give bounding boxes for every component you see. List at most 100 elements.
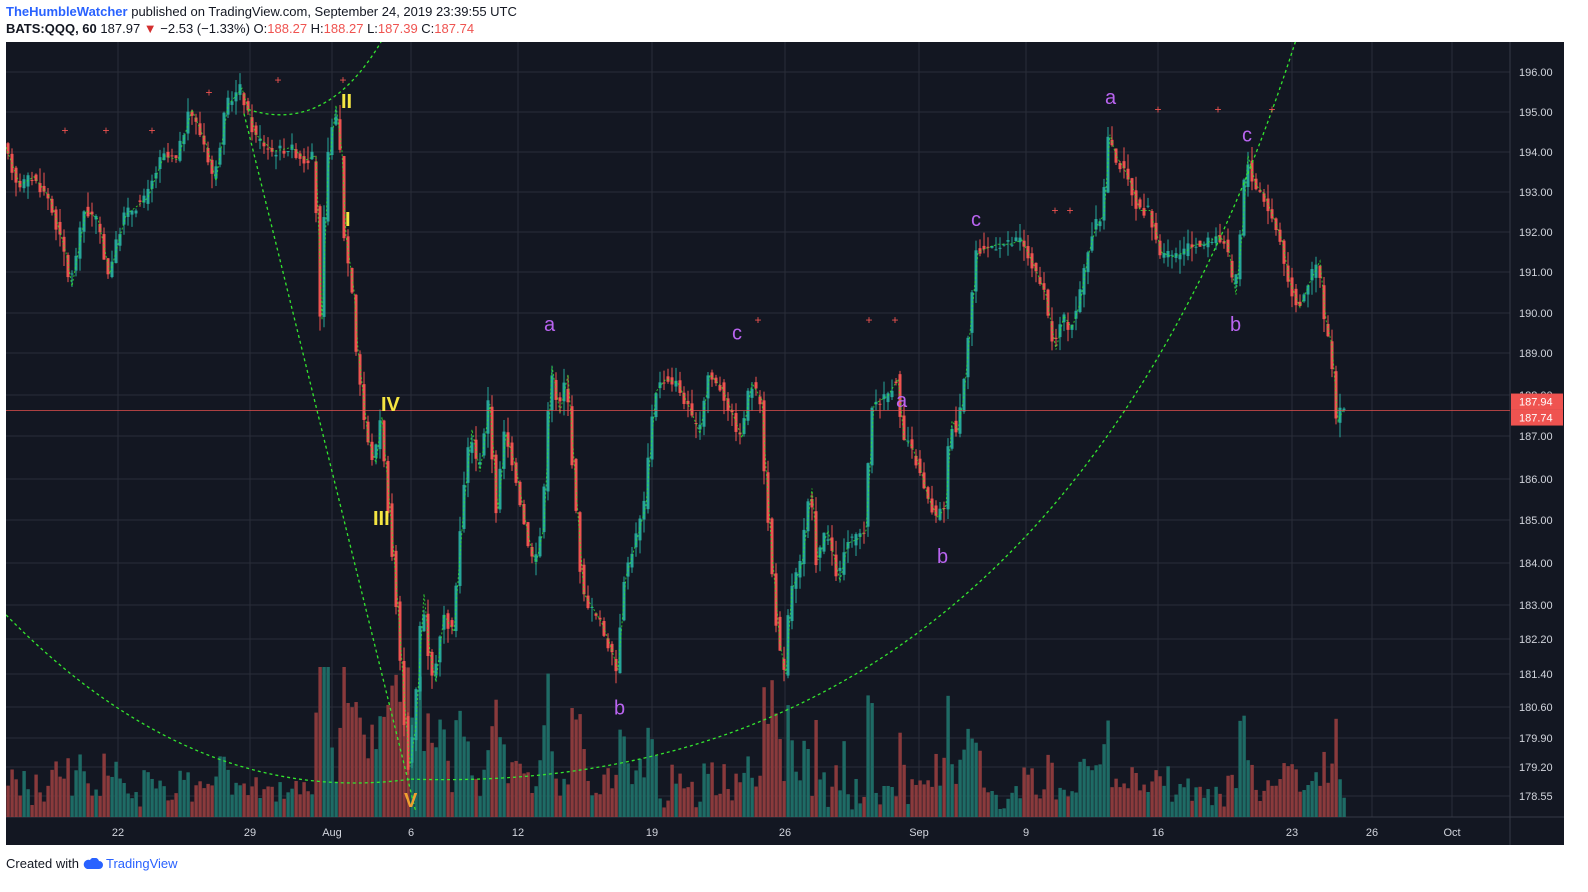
y-tick-label: 190.00 bbox=[1519, 308, 1553, 320]
volume-bar bbox=[386, 704, 390, 817]
price-chart[interactable]: 196.00 195.00 194.00 193.00 192.00 191.00 190.… bbox=[5, 33, 1564, 845]
volume-bar bbox=[1126, 788, 1130, 817]
signal-marker: + bbox=[1066, 203, 1073, 217]
signal-marker: + bbox=[102, 123, 109, 137]
volume-bar bbox=[1262, 790, 1266, 817]
candle-body bbox=[1242, 179, 1246, 236]
volume-bar bbox=[938, 785, 942, 817]
volume-bar bbox=[1266, 780, 1270, 817]
candle-body bbox=[242, 93, 246, 106]
volume-bar bbox=[1166, 766, 1170, 817]
volume-bar bbox=[226, 769, 230, 817]
candle-body bbox=[810, 499, 814, 508]
candle-body bbox=[222, 112, 226, 145]
candle-body bbox=[122, 212, 126, 225]
volume-bar bbox=[1114, 778, 1118, 817]
volume-bar bbox=[34, 774, 38, 817]
candle-body bbox=[454, 585, 458, 632]
volume-bar bbox=[174, 793, 178, 817]
volume-bar bbox=[1010, 792, 1014, 817]
candle-body bbox=[702, 400, 706, 427]
volume-bar bbox=[1242, 715, 1246, 817]
price-tag-label: 187.74 bbox=[1519, 413, 1553, 425]
candle-body bbox=[1034, 262, 1038, 272]
candle-body bbox=[1086, 252, 1090, 273]
candle-body bbox=[1142, 208, 1146, 216]
volume-bar bbox=[86, 783, 90, 817]
volume-bar bbox=[170, 799, 174, 817]
volume-bar bbox=[422, 751, 426, 817]
volume-bar bbox=[318, 667, 322, 817]
volume-bar bbox=[546, 673, 550, 817]
volume-bar bbox=[1258, 800, 1262, 817]
tradingview-logo[interactable]: TradingView bbox=[83, 856, 178, 871]
candle-body bbox=[230, 101, 234, 105]
volume-bar bbox=[286, 792, 290, 817]
volume-bar bbox=[1022, 767, 1026, 817]
x-tick-label: 29 bbox=[244, 827, 256, 839]
candle-body bbox=[250, 117, 254, 133]
volume-bar bbox=[1050, 762, 1054, 817]
candle-body bbox=[870, 407, 874, 466]
volume-bar bbox=[554, 778, 558, 817]
candle-body bbox=[1330, 341, 1334, 370]
candle-body bbox=[950, 428, 954, 449]
candle-body bbox=[726, 398, 730, 411]
candle-body bbox=[194, 117, 198, 122]
candle-body bbox=[1134, 190, 1138, 209]
wave-label: a bbox=[896, 390, 908, 412]
volume-bar bbox=[810, 795, 814, 817]
volume-bar bbox=[482, 769, 486, 817]
volume-bar bbox=[150, 778, 154, 817]
candle-body bbox=[626, 562, 630, 577]
signal-marker: + bbox=[148, 123, 155, 137]
volume-bar bbox=[722, 764, 726, 817]
candle-body bbox=[882, 394, 886, 400]
volume-bar bbox=[110, 776, 114, 817]
volume-bar bbox=[250, 786, 254, 817]
candle-body bbox=[1214, 236, 1218, 244]
volume-bar bbox=[922, 784, 926, 817]
volume-bar bbox=[982, 787, 986, 817]
wave-label: a bbox=[1105, 87, 1117, 109]
volume-bar bbox=[878, 804, 882, 817]
volume-bar bbox=[886, 785, 890, 817]
candle-body bbox=[1150, 211, 1154, 228]
volume-bar bbox=[106, 775, 110, 817]
candle-body bbox=[518, 481, 522, 506]
volume-bar bbox=[66, 758, 70, 817]
volume-bar bbox=[782, 781, 786, 817]
volume-bar bbox=[186, 772, 190, 817]
candle-body bbox=[970, 292, 974, 333]
candle-body bbox=[766, 472, 770, 523]
candle-body bbox=[1230, 260, 1234, 278]
candle-body bbox=[550, 375, 554, 411]
candle-body bbox=[1178, 254, 1182, 260]
candle-body bbox=[1306, 285, 1310, 295]
candle-body bbox=[1166, 251, 1170, 258]
candle-body bbox=[1018, 237, 1022, 243]
publish-line: TheHumbleWatcher published on TradingVie… bbox=[6, 4, 517, 19]
author-name[interactable]: TheHumbleWatcher bbox=[6, 4, 128, 19]
volume-bar bbox=[602, 774, 606, 817]
candle-body bbox=[1158, 240, 1162, 256]
volume-bar bbox=[346, 702, 350, 817]
volume-bar bbox=[622, 736, 626, 817]
candle-body bbox=[1206, 237, 1210, 248]
candle-body bbox=[342, 156, 346, 239]
volume-bar bbox=[590, 795, 594, 817]
candle-body bbox=[126, 207, 130, 217]
candle-body bbox=[742, 418, 746, 435]
volume-bar bbox=[934, 753, 938, 817]
candle-body bbox=[226, 97, 230, 115]
volume-bar bbox=[1282, 763, 1286, 817]
volume-bar bbox=[1174, 794, 1178, 817]
high-label: H: bbox=[310, 21, 324, 36]
volume-bar bbox=[1198, 786, 1202, 817]
price-tag-bg bbox=[1511, 409, 1563, 426]
candle-body bbox=[38, 183, 42, 193]
volume-bar bbox=[366, 758, 370, 817]
y-tick-label: 180.60 bbox=[1519, 702, 1553, 714]
volume-bar bbox=[762, 687, 766, 817]
candle-body bbox=[646, 457, 650, 510]
